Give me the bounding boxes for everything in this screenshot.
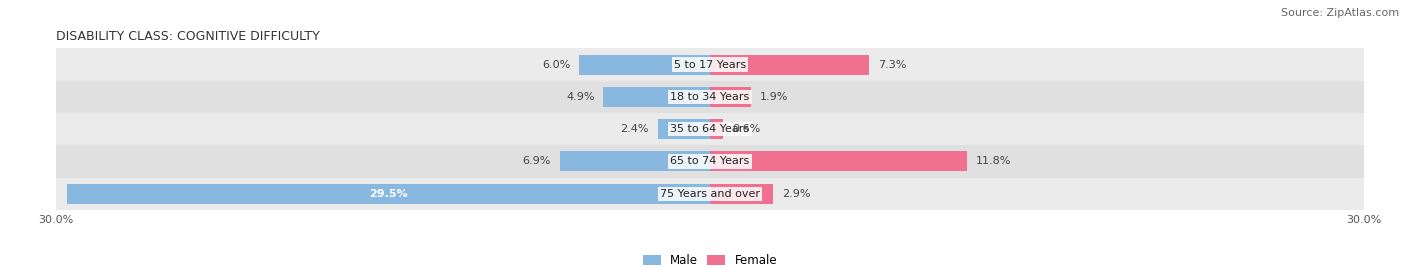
Text: 1.9%: 1.9% — [761, 92, 789, 102]
Text: 65 to 74 Years: 65 to 74 Years — [671, 156, 749, 167]
Bar — [56, 178, 1364, 210]
Text: 0.6%: 0.6% — [731, 124, 761, 134]
Bar — [56, 48, 1364, 81]
Text: 29.5%: 29.5% — [370, 189, 408, 199]
Text: 6.9%: 6.9% — [523, 156, 551, 167]
Bar — [710, 151, 967, 171]
Bar — [710, 87, 751, 107]
Text: 4.9%: 4.9% — [567, 92, 595, 102]
Text: 7.3%: 7.3% — [877, 59, 907, 70]
Bar — [710, 55, 869, 75]
Bar — [603, 87, 710, 107]
Bar — [67, 184, 710, 204]
Text: 11.8%: 11.8% — [976, 156, 1011, 167]
Bar — [658, 119, 710, 139]
Text: 5 to 17 Years: 5 to 17 Years — [673, 59, 747, 70]
Bar — [710, 119, 723, 139]
Bar — [560, 151, 710, 171]
Text: 75 Years and over: 75 Years and over — [659, 189, 761, 199]
Legend: Male, Female: Male, Female — [638, 249, 782, 269]
Text: 2.9%: 2.9% — [782, 189, 810, 199]
Text: 18 to 34 Years: 18 to 34 Years — [671, 92, 749, 102]
Text: 6.0%: 6.0% — [543, 59, 571, 70]
Text: DISABILITY CLASS: COGNITIVE DIFFICULTY: DISABILITY CLASS: COGNITIVE DIFFICULTY — [56, 30, 321, 43]
Bar — [56, 81, 1364, 113]
Bar — [710, 184, 773, 204]
Text: Source: ZipAtlas.com: Source: ZipAtlas.com — [1281, 8, 1399, 18]
Bar — [579, 55, 710, 75]
Text: 2.4%: 2.4% — [620, 124, 650, 134]
Bar — [56, 145, 1364, 178]
Bar — [56, 113, 1364, 145]
Text: 35 to 64 Years: 35 to 64 Years — [671, 124, 749, 134]
